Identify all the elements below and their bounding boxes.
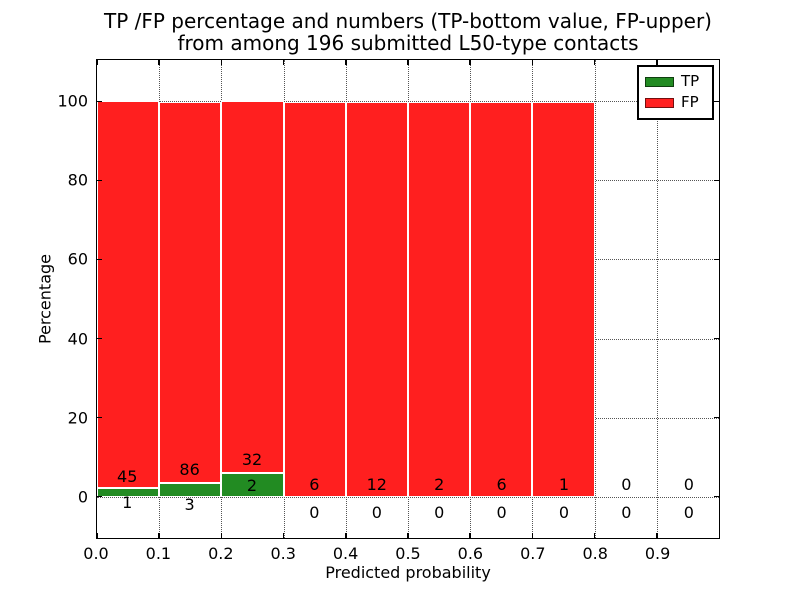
y-tick-label: 40 <box>67 329 88 349</box>
x-tick-mark <box>282 60 285 65</box>
y-tick-label: 80 <box>67 170 88 190</box>
x-tick-mark <box>531 533 534 538</box>
fp-count-label: 45 <box>117 467 138 486</box>
y-axis-label: Percentage <box>35 253 55 345</box>
y-tick-mark <box>714 416 719 419</box>
y-tick-mark <box>97 337 102 340</box>
y-tick-label: 60 <box>67 249 88 269</box>
x-tick-mark <box>220 533 223 538</box>
y-tick-mark <box>714 337 719 340</box>
fp-count-label: 2 <box>434 475 445 494</box>
fp-bar-segment <box>159 101 222 484</box>
fp-bar-segment <box>470 101 533 497</box>
fp-count-label: 12 <box>366 475 387 494</box>
tp-bar-segment <box>221 473 284 497</box>
legend-item-tp: TP <box>645 71 707 92</box>
x-tick-label: 0.6 <box>457 544 484 563</box>
fp-count-label: 86 <box>179 460 200 479</box>
y-tick-mark <box>97 495 102 498</box>
x-tick-mark <box>96 60 98 65</box>
x-gridline <box>594 60 596 538</box>
fp-bar-segment <box>408 101 471 497</box>
x-tick-mark <box>345 533 347 538</box>
tp-count-label: 0 <box>683 503 694 522</box>
fp-bar-segment <box>97 101 160 488</box>
x-tick-mark <box>531 60 534 65</box>
tp-bar-segment <box>159 483 222 497</box>
y-tick-mark <box>97 100 102 103</box>
y-tick-mark <box>714 258 719 261</box>
chart-title: TP /FP percentage and numbers (TP-bottom… <box>96 10 720 54</box>
y-tick-label: 20 <box>67 408 88 428</box>
chart-title-line1: TP /FP percentage and numbers (TP-bottom… <box>104 9 712 33</box>
tp-count-label: 1 <box>122 493 133 512</box>
y-tick-label: 100 <box>57 91 88 111</box>
y-tick-mark <box>97 179 102 182</box>
x-tick-mark <box>158 533 160 538</box>
fp-bar-segment <box>221 101 284 474</box>
legend-item-fp: FP <box>645 92 707 113</box>
tp-legend-swatch <box>645 76 674 87</box>
x-tick-mark <box>345 60 347 65</box>
x-tick-mark <box>158 60 160 65</box>
tp-count-label: 3 <box>184 495 195 514</box>
fp-bar-segment <box>283 101 346 497</box>
fp-count-label: 0 <box>621 475 632 494</box>
tp-bar-segment <box>97 487 160 497</box>
x-tick-mark <box>656 60 658 65</box>
fp-count-label: 6 <box>309 475 320 494</box>
x-tick-label: 0.8 <box>582 544 608 563</box>
fp-count-label: 32 <box>241 450 263 469</box>
x-tick-label: 0.9 <box>644 544 671 563</box>
y-tick-mark <box>714 179 719 182</box>
x-tick-mark <box>282 533 285 538</box>
x-tick-mark <box>407 533 409 538</box>
x-tick-mark <box>407 60 409 65</box>
legend: TP FP <box>637 65 714 120</box>
x-tick-label: 0.4 <box>332 544 359 563</box>
x-gridline <box>656 60 658 538</box>
fp-bar-segment <box>345 101 408 497</box>
x-tick-label: 0.3 <box>270 544 296 563</box>
x-tick-mark <box>593 533 596 538</box>
x-tick-label: 0.2 <box>208 544 234 563</box>
fp-count-label: 6 <box>496 475 507 494</box>
y-tick-mark <box>97 416 102 419</box>
fp-bar-segment <box>532 101 595 497</box>
tp-count-label: 0 <box>309 503 320 522</box>
tp-legend-label: TP <box>681 72 700 90</box>
x-tick-mark <box>593 60 596 65</box>
tp-count-label: 2 <box>246 476 258 495</box>
y-tick-label: 0 <box>77 487 88 507</box>
x-tick-label: 0.0 <box>83 544 109 563</box>
y-tick-mark <box>97 258 102 261</box>
x-tick-label: 0.1 <box>145 544 172 563</box>
x-tick-mark <box>469 533 471 538</box>
tp-count-label: 0 <box>496 503 507 522</box>
y-tick-mark <box>714 100 719 103</box>
x-tick-mark <box>220 60 223 65</box>
tp-count-label: 0 <box>558 503 570 522</box>
fp-legend-label: FP <box>681 93 699 111</box>
fp-legend-swatch <box>645 97 674 108</box>
x-axis-label: Predicted probability <box>325 563 491 582</box>
tp-count-label: 0 <box>621 503 632 522</box>
x-tick-mark <box>96 533 98 538</box>
tp-count-label: 0 <box>371 503 382 522</box>
fp-count-label: 1 <box>558 475 570 494</box>
x-tick-mark <box>469 60 471 65</box>
x-tick-label: 0.5 <box>395 544 421 563</box>
x-tick-label: 0.7 <box>520 544 546 563</box>
fp-count-label: 0 <box>683 475 694 494</box>
x-tick-mark <box>656 533 658 538</box>
y-tick-mark <box>714 495 719 498</box>
plot-area: TP FP <box>96 59 720 539</box>
chart-title-line2: from among 196 submitted L50-type contac… <box>177 31 639 55</box>
tp-count-label: 0 <box>434 503 445 522</box>
